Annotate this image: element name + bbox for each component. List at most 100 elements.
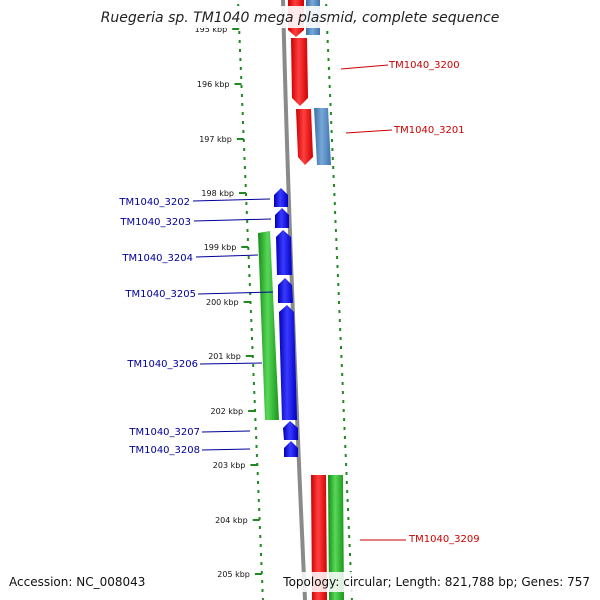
- guide-dot: [345, 472, 348, 475]
- guide-dot: [345, 463, 348, 466]
- guide-dot: [328, 85, 331, 88]
- tick-label: 195 kbp: [195, 25, 228, 34]
- guide-dot: [257, 499, 260, 502]
- guide-dot: [248, 274, 251, 277]
- guide-dot: [333, 202, 336, 205]
- gene-label-left[interactable]: TM1040_3208: [128, 445, 200, 456]
- guide-dot: [261, 598, 264, 600]
- tick-label: 203 kbp: [213, 461, 246, 470]
- guide-dot: [334, 229, 337, 232]
- gene-feature-red[interactable]: [291, 38, 308, 106]
- guide-dot: [240, 85, 243, 88]
- tick-mark: [239, 192, 246, 194]
- gene-feature-blue[interactable]: [284, 441, 298, 457]
- left-labels: TM1040_3202 TM1040_3203 TM1040_3204 TM10…: [118, 197, 274, 456]
- gene-feature-red[interactable]: [311, 475, 327, 600]
- backbone-ring: [281, 0, 307, 600]
- gene-feature-green[interactable]: [328, 475, 344, 600]
- gene-feature-red[interactable]: [296, 109, 313, 165]
- guide-dot: [259, 535, 262, 538]
- tick-label: 204 kbp: [215, 516, 248, 525]
- guide-dot: [258, 517, 261, 520]
- guide-dot: [249, 310, 252, 313]
- gene-feature-steelblue[interactable]: [314, 108, 331, 165]
- guide-dot: [247, 256, 250, 259]
- guide-dot: [338, 319, 341, 322]
- guide-dot: [248, 283, 251, 286]
- guide-dot: [249, 292, 252, 295]
- guide-dot: [253, 391, 256, 394]
- guide-dot: [255, 454, 258, 457]
- gene-feature-green[interactable]: [258, 231, 279, 420]
- gene-feature-blue[interactable]: [276, 230, 292, 275]
- guide-dot: [339, 337, 342, 340]
- guide-dot: [252, 382, 255, 385]
- guide-dot: [334, 220, 337, 223]
- gene-label-left[interactable]: TM1040_3205: [124, 289, 196, 300]
- guide-dot: [346, 499, 349, 502]
- gene-label-left[interactable]: TM1040_3204: [121, 253, 193, 264]
- gene-feature-blue[interactable]: [278, 278, 293, 303]
- guide-dot: [327, 49, 330, 52]
- guide-dot: [254, 418, 257, 421]
- guide-dot: [239, 58, 242, 61]
- guide-dot: [239, 67, 242, 70]
- guide-dot: [331, 139, 333, 142]
- guide-dot: [254, 427, 257, 430]
- gene-label-right[interactable]: TM1040_3209: [408, 534, 480, 545]
- guide-dot: [252, 364, 255, 367]
- tick-mark: [234, 83, 242, 85]
- gene-label-left[interactable]: TM1040_3202: [118, 197, 190, 208]
- guide-dot: [257, 490, 260, 493]
- guide-dot: [333, 193, 336, 196]
- right-labels: TM1040_3200 TM1040_3201 TM1040_3209: [340, 60, 480, 545]
- guide-dot: [331, 148, 334, 151]
- gene-feature-blue[interactable]: [275, 208, 289, 228]
- gene-label-right[interactable]: TM1040_3200: [388, 60, 460, 71]
- guide-dot: [252, 373, 255, 376]
- guide-dot: [245, 193, 247, 196]
- guide-dot: [261, 589, 264, 592]
- tick-label: 201 kbp: [208, 352, 241, 361]
- guide-dot: [329, 112, 332, 115]
- guide-dot: [330, 121, 333, 124]
- guide-dot: [344, 454, 347, 457]
- guide-dot: [243, 157, 246, 160]
- guide-dot: [253, 400, 256, 403]
- guide-dot: [330, 130, 333, 133]
- guide-dot: [238, 31, 241, 34]
- gene-label-left[interactable]: TM1040_3206: [126, 359, 198, 370]
- gene-label-left[interactable]: TM1040_3203: [119, 217, 191, 228]
- guide-dot: [251, 337, 253, 340]
- guide-dot: [327, 58, 330, 61]
- guide-dot: [338, 301, 340, 304]
- map-title: Ruegeria sp. TM1040 mega plasmid, comple…: [101, 10, 500, 26]
- guide-dot: [336, 265, 339, 268]
- guide-dot: [338, 310, 341, 313]
- guide-dot: [350, 598, 353, 600]
- guide-dot: [246, 220, 249, 223]
- guide-dot: [258, 508, 261, 511]
- gene-label-right[interactable]: TM1040_3201: [393, 125, 465, 136]
- guide-dots: [237, 4, 353, 600]
- guide-dot: [257, 481, 259, 484]
- tick-label: 198 kbp: [201, 189, 234, 198]
- guide-dot: [260, 571, 263, 574]
- guide-dot: [347, 517, 350, 520]
- tick-label: 202 kbp: [210, 407, 243, 416]
- guide-dot: [258, 526, 261, 529]
- gene-feature-blue[interactable]: [283, 421, 298, 440]
- tick-mark: [248, 410, 256, 412]
- gene-label-left[interactable]: TM1040_3207: [128, 427, 200, 438]
- guide-dot: [333, 184, 335, 187]
- guide-dot: [238, 40, 241, 43]
- guide-dot: [347, 526, 350, 529]
- gene-feature-blue[interactable]: [274, 188, 288, 207]
- gene-feature-blue[interactable]: [279, 305, 297, 420]
- guide-dot: [343, 427, 346, 430]
- guide-dot: [326, 40, 329, 43]
- tick-label: 205 kbp: [217, 570, 250, 579]
- tick-label: 200 kbp: [206, 298, 239, 307]
- guide-dot: [336, 256, 339, 259]
